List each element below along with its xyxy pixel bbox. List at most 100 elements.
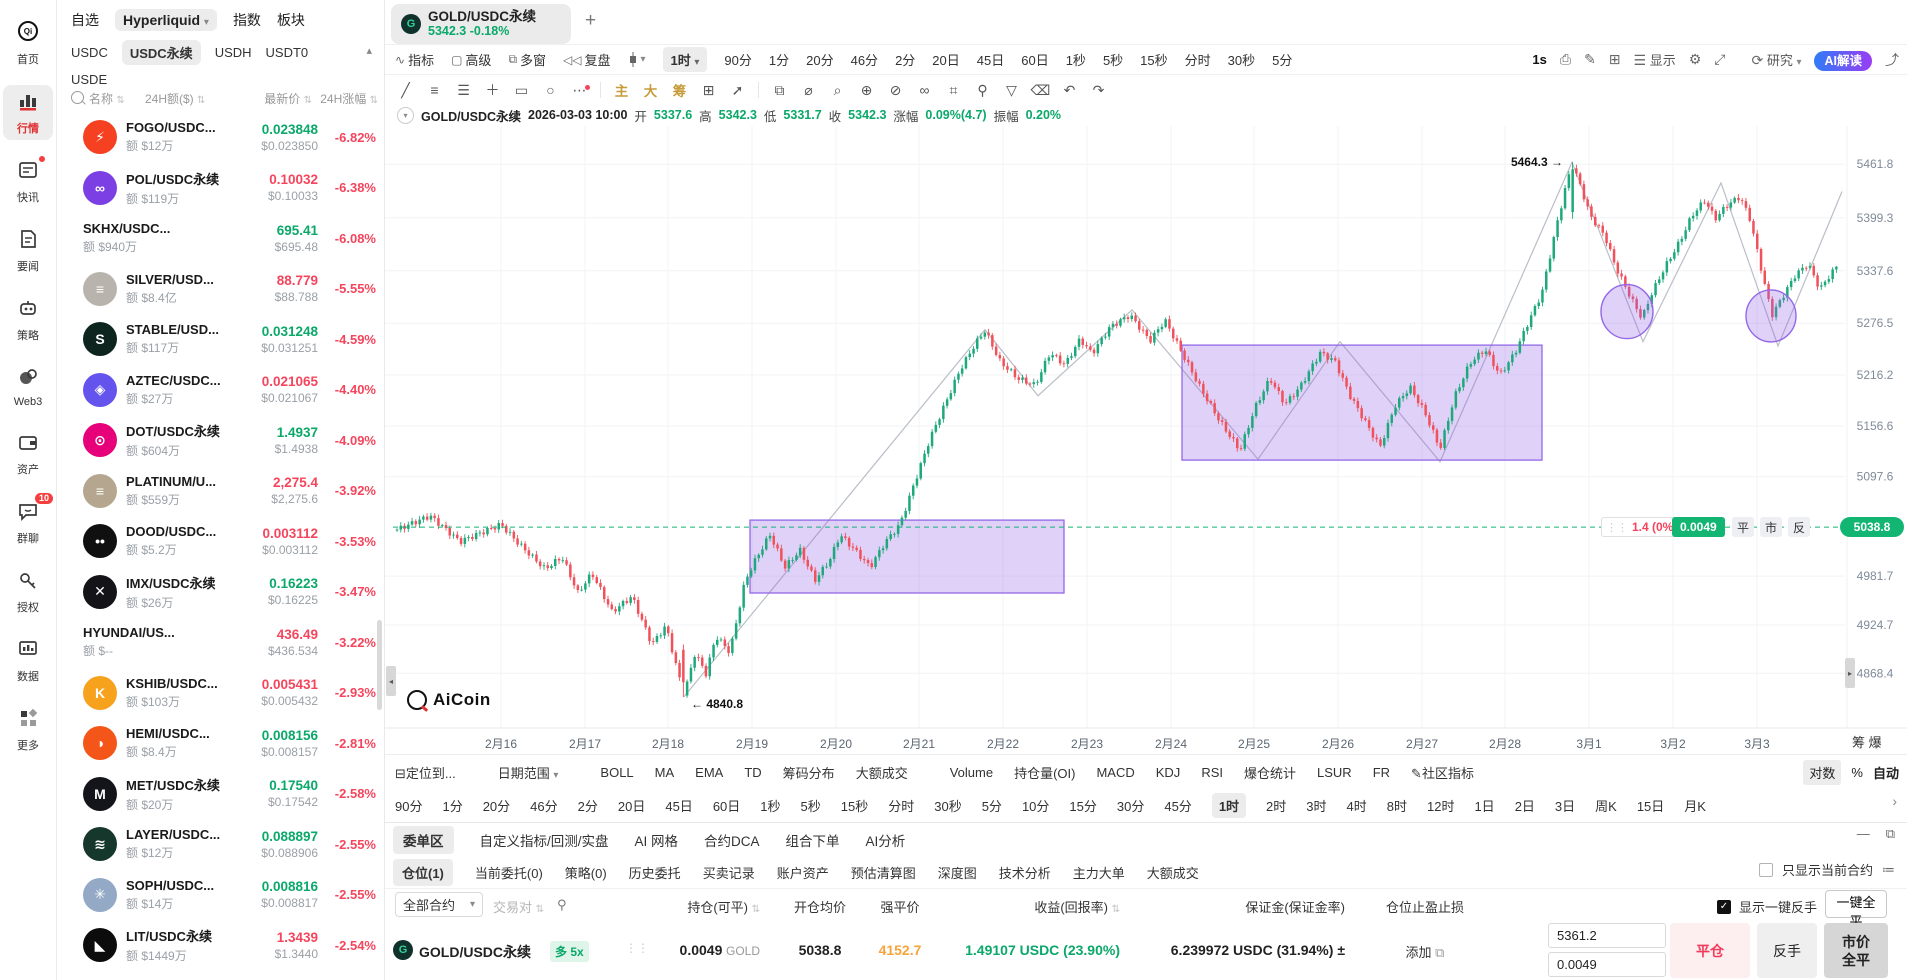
delete-tool-icon[interactable]: ⌫ xyxy=(1030,81,1051,98)
watchlist-row[interactable]: ≡ PLATINUM/U... 额 $559万 2,275.4 $2,275.6 -3.9… xyxy=(57,466,384,517)
display-menu[interactable]: ☰ 显示 xyxy=(1633,52,1676,68)
replay-edit-tool-icon[interactable]: ⊞ xyxy=(702,81,715,98)
tf-10分[interactable]: 10分 xyxy=(1021,798,1050,814)
main-indicator-EMA[interactable]: EMA xyxy=(695,765,724,780)
quick-tf-45日[interactable]: 45日 xyxy=(976,53,1005,68)
watchlist-row[interactable]: •• DOOD/USDC... 额 $5.2万 0.003112 $0.003112 -3… xyxy=(57,516,384,567)
quick-tf-5分[interactable]: 5分 xyxy=(1272,53,1293,68)
tf-1时[interactable]: 1时 xyxy=(1211,792,1247,818)
trend-line-tool-icon[interactable]: ╱ xyxy=(401,81,410,98)
tf-2时[interactable]: 2时 xyxy=(1266,798,1287,814)
panel-tab-AI分析[interactable]: AI分析 xyxy=(865,833,906,849)
panel-tab-合约DCA[interactable]: 合约DCA xyxy=(704,833,760,849)
main-indicator-MA[interactable]: MA xyxy=(654,765,675,780)
watchlist-row[interactable]: ≡ SILVER/USD... 额 $8.4亿 88.779 $88.788 -5.55% xyxy=(57,264,384,315)
order-tool-icon[interactable]: ⊘ xyxy=(889,81,902,98)
share-icon[interactable]: ⤴ xyxy=(1885,51,1899,68)
contract-filter-select[interactable]: 全部合约 ▾ xyxy=(395,892,483,917)
watchlist-row[interactable]: HYUNDAI/US... 额 $-- 436.49 $436.534 -3.22% xyxy=(57,617,384,668)
close-price-input[interactable] xyxy=(1548,923,1666,948)
watchlist-row[interactable]: ◣ LIT/USDC永续额 $1449万 1.3439 $1.3440 -2.54% xyxy=(57,920,384,971)
rail-item-strategy[interactable]: 策略 xyxy=(3,292,53,347)
tf-月K[interactable]: 月K xyxy=(1684,798,1706,814)
tf-1日[interactable]: 1日 xyxy=(1474,798,1495,814)
sub-indicator-MACD[interactable]: MACD xyxy=(1096,765,1135,780)
date-range-button[interactable]: 日期范围 ▾ xyxy=(497,766,559,781)
watchlist-tab-板块[interactable]: 板块 xyxy=(276,12,305,28)
position-tab-大额成交[interactable]: 大额成交 xyxy=(1146,865,1199,881)
settings-gear-icon[interactable]: ⚙ xyxy=(1688,51,1702,67)
grid-tool-icon[interactable]: ⌗ xyxy=(949,81,958,98)
drag-handle-icon[interactable]: ⋮⋮ xyxy=(625,941,649,955)
toolbar-复盘[interactable]: ◁◁ 复盘 xyxy=(563,52,611,69)
watchlist-row[interactable]: ⊙ DOT/USDC永续额 $604万 1.4937 $1.4938 -4.09% xyxy=(57,415,384,466)
rail-item-headlines[interactable]: 要闻 xyxy=(3,223,53,278)
panel-tab-委单区[interactable]: 委单区 xyxy=(393,825,454,854)
tf-15日[interactable]: 15日 xyxy=(1636,798,1665,814)
sub-indicator-RSI[interactable]: RSI xyxy=(1201,765,1223,780)
reverse-position-button[interactable]: 反手 xyxy=(1757,923,1817,978)
entry-price-axis-label[interactable]: 5038.8 xyxy=(1840,517,1904,537)
position-tab-账户资产[interactable]: 账户资产 xyxy=(776,865,829,881)
watchlist-tab-Hyperliquid[interactable]: Hyperliquid ▾ xyxy=(115,9,217,31)
rail-item-web3[interactable]: Web3 xyxy=(3,361,53,412)
quick-tf-分时[interactable]: 分时 xyxy=(1184,53,1211,68)
tf-45分[interactable]: 45分 xyxy=(1164,798,1192,814)
new-window-icon[interactable]: ⊞ xyxy=(1608,51,1621,67)
col-size[interactable]: 持仓(可平) ⇅ xyxy=(687,900,760,915)
tf-12时[interactable]: 12时 xyxy=(1426,798,1455,814)
tf-45日[interactable]: 45日 xyxy=(665,798,693,814)
watchlist-row[interactable]: ∞ POL/USDC永续额 $119万 0.10032 $0.10033 -6.38% xyxy=(57,163,384,214)
tf-30分[interactable]: 30分 xyxy=(1116,798,1145,814)
only-current-checkbox[interactable] xyxy=(1758,862,1773,877)
position-tab-买卖记录[interactable]: 买卖记录 xyxy=(702,865,755,881)
watchlist-row[interactable]: S STABLE/USD... 额 $117万 0.031248 $0.031251 -4… xyxy=(57,314,384,365)
adjust-margin-icon[interactable]: ± xyxy=(1337,942,1345,958)
tf-20分[interactable]: 20分 xyxy=(482,798,511,814)
screenshot-tool-icon[interactable]: ⧉ xyxy=(774,81,785,98)
entry-line-button-平[interactable]: 平 xyxy=(1732,517,1754,537)
col-change[interactable]: 24H涨幅 ⇅ xyxy=(320,92,378,106)
position-tab-深度图[interactable]: 深度图 xyxy=(937,865,977,881)
tf-2分[interactable]: 2分 xyxy=(577,798,598,814)
rail-item-data[interactable]: 数据 xyxy=(3,633,53,688)
magnet-tool-icon[interactable]: ⚲ xyxy=(977,81,988,98)
research-menu[interactable]: ⟳ 研究 ▾ xyxy=(1751,52,1802,68)
sub-indicator-Volume[interactable]: Volume xyxy=(949,765,994,780)
tf-46分[interactable]: 46分 xyxy=(530,798,558,814)
position-tab-历史委托[interactable]: 历史委托 xyxy=(628,865,681,881)
quick-tf-1秒[interactable]: 1秒 xyxy=(1065,53,1086,68)
fullscreen-icon[interactable]: ⤢ xyxy=(1714,51,1726,67)
scale-toggle-自动[interactable]: 自动 xyxy=(1872,765,1899,781)
cursor-tool-icon[interactable]: ➚ xyxy=(731,81,744,98)
locate-to-button[interactable]: ⊟定位到... xyxy=(395,766,456,781)
col-volume[interactable]: 24H额($) ⇅ xyxy=(145,92,206,106)
sub-indicator-KDJ[interactable]: KDJ xyxy=(1155,765,1181,780)
scale-toggle-%[interactable]: % xyxy=(1851,764,1863,780)
rail-item-news[interactable]: 快讯 xyxy=(3,154,53,209)
sub-indicator-爆仓统计[interactable]: 爆仓统计 xyxy=(1243,766,1296,781)
panel-tab-组合下单[interactable]: 组合下单 xyxy=(785,833,840,849)
main-indicator-BOLL[interactable]: BOLL xyxy=(600,765,634,780)
position-tab-策略(0)[interactable]: 策略(0) xyxy=(564,865,607,881)
watchlist-scrollbar[interactable] xyxy=(377,620,382,710)
watchlist-row[interactable]: ✳ SOPH/USDC... 额 $14万 0.008816 $0.008817 -2.5… xyxy=(57,870,384,921)
candlestick-chart[interactable]: 5464.3 → ← 4840.8 5461.8 5399.3 5337.6 5276.5… xyxy=(385,126,1907,752)
pin-icon[interactable]: ⚲ xyxy=(557,897,567,912)
link-tool-icon[interactable]: ∞ xyxy=(919,82,930,98)
watchlist-row[interactable]: ◑ HEMI/USDC... 额 $8.4万 0.008156 $0.008157 -2.… xyxy=(57,718,384,769)
quick-tf-20日[interactable]: 20日 xyxy=(932,53,960,68)
redo-tool-icon[interactable]: ↷ xyxy=(1092,81,1105,98)
scale-toggle-对数[interactable]: 对数 xyxy=(1803,759,1842,785)
watchlist-row[interactable]: ◈ AZTEC/USDC... 额 $27万 0.021065 $0.021067 -4.… xyxy=(57,365,384,416)
tf-8时[interactable]: 8时 xyxy=(1386,798,1407,814)
circle-measure-tool-icon[interactable]: ⌀ xyxy=(804,81,813,98)
filter-tool-icon[interactable]: ▽ xyxy=(1006,81,1017,98)
community-indicators-button[interactable]: ✎社区指标 xyxy=(1411,766,1474,781)
rail-item-more[interactable]: 更多 xyxy=(3,702,53,757)
tf-周K[interactable]: 周K xyxy=(1595,798,1617,814)
position-tab-预估清算图[interactable]: 预估清算图 xyxy=(850,865,916,881)
add-chart-tab-button[interactable]: + xyxy=(585,10,597,31)
minimize-icon[interactable]: — xyxy=(1856,826,1870,841)
tf-20日[interactable]: 20日 xyxy=(617,798,646,814)
